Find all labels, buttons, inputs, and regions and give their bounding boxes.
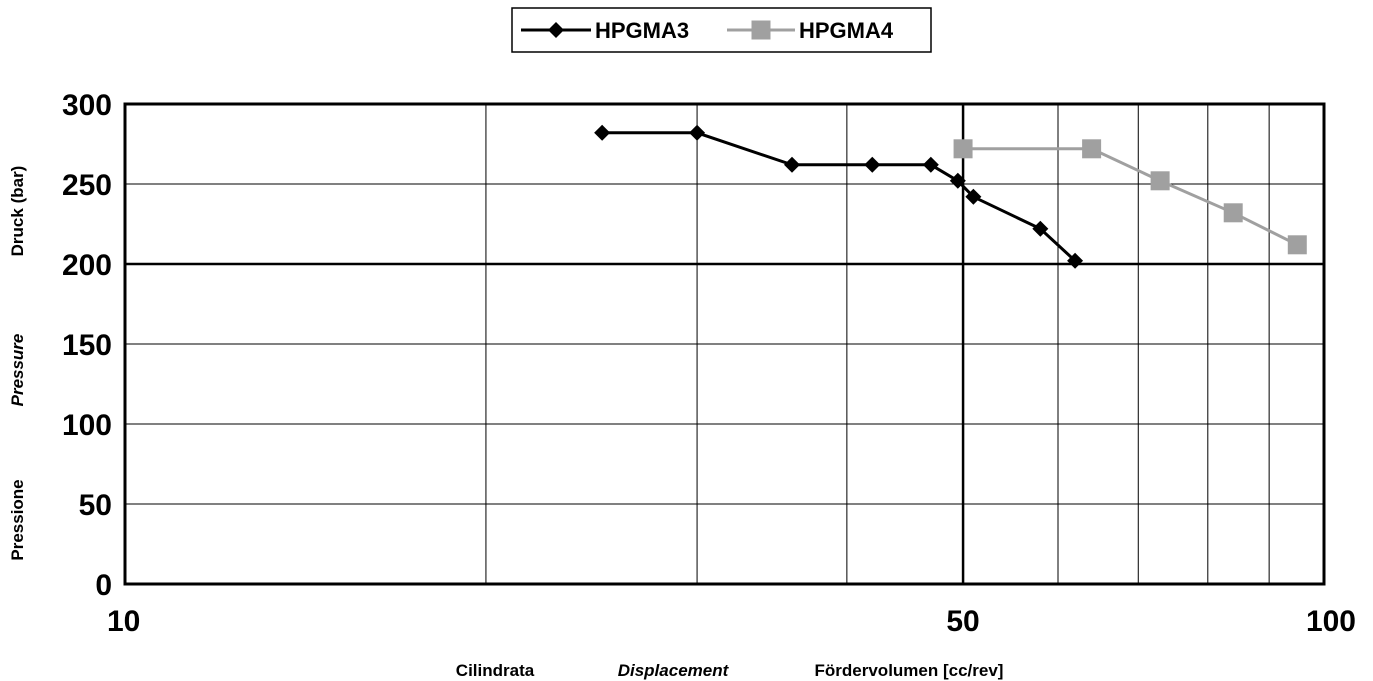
legend-marker-hpgma4 — [751, 20, 771, 40]
data-point-hpgma4-5 — [1287, 235, 1307, 255]
y-tick-label-300: 300 — [62, 89, 112, 122]
legend-items: HPGMA3 HPGMA4 — [521, 18, 894, 43]
y-tick-label-50: 50 — [79, 489, 112, 522]
data-point-hpgma4-4 — [1223, 203, 1243, 223]
data-point-hpgma4-2 — [1082, 139, 1102, 159]
data-point-hpgma3-7 — [965, 188, 982, 205]
y-tick-label-150: 150 — [62, 329, 112, 362]
data-point-hpgma3-9 — [1067, 252, 1084, 269]
y-tick-label-250: 250 — [62, 169, 112, 202]
data-point-hpgma3-5 — [922, 156, 939, 173]
y-axis-title-pressure: Pressure — [8, 334, 27, 407]
x-tick-label-100: 100 — [1306, 605, 1356, 638]
legend-label-hpgma4: HPGMA4 — [799, 18, 894, 43]
x-tick-labels: 10 50 100 — [107, 605, 1356, 638]
series-layer — [594, 124, 1307, 269]
x-axis-title: Cilindrata Displacement Fördervolumen [c… — [456, 661, 1004, 680]
y-axis-title-pressione: Pressione — [8, 479, 27, 560]
series-line-hpgma3 — [602, 131, 1077, 262]
data-point-hpgma3-3 — [784, 156, 801, 173]
legend-label-hpgma3: HPGMA3 — [595, 18, 689, 43]
y-axis-title-druck: Druck (bar) — [8, 166, 27, 257]
grid — [125, 104, 1324, 584]
y-axis-title: Druck (bar) Pressure Pressione — [8, 166, 27, 561]
plot-frame — [123, 102, 1326, 586]
y-tick-labels: 0 50 100 150 200 250 300 — [62, 89, 112, 602]
data-point-hpgma4-1 — [953, 139, 973, 159]
x-tick-label-50: 50 — [946, 605, 979, 638]
legend: HPGMA3 HPGMA4 — [511, 7, 932, 53]
x-axis-title-cilindrata: Cilindrata — [456, 661, 535, 680]
x-axis-title-displacement: Displacement — [618, 661, 730, 680]
x-tick-label-10: 10 — [107, 605, 140, 638]
y-tick-label-100: 100 — [62, 409, 112, 442]
data-point-hpgma3-2 — [689, 124, 706, 141]
data-point-hpgma3-1 — [594, 124, 611, 141]
y-tick-label-200: 200 — [62, 249, 112, 282]
series-line-hpgma4 — [963, 147, 1298, 247]
series-hpgma3 — [594, 124, 1084, 269]
data-point-hpgma3-4 — [864, 156, 881, 173]
y-tick-label-0: 0 — [95, 569, 112, 602]
data-point-hpgma3-6 — [949, 172, 966, 189]
legend-marker-hpgma3 — [548, 22, 564, 38]
series-hpgma4 — [953, 139, 1307, 255]
data-point-hpgma3-8 — [1032, 220, 1049, 237]
data-point-hpgma4-3 — [1150, 171, 1170, 191]
x-axis-title-fordervolumen: Fördervolumen [cc/rev] — [815, 661, 1004, 680]
